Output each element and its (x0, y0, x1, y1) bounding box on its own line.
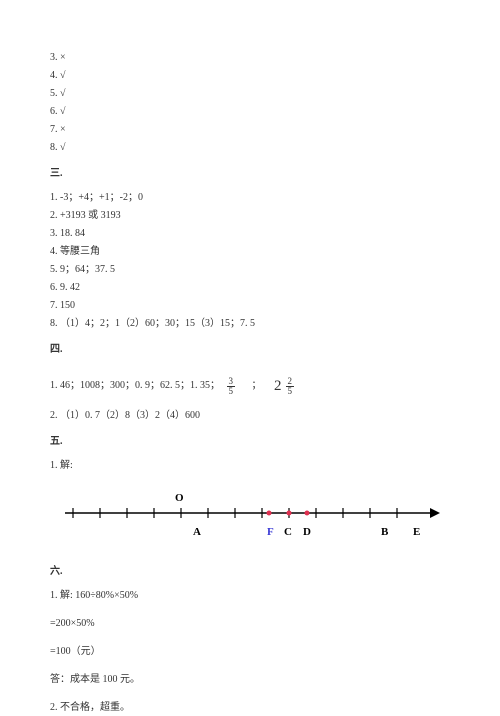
separator: ； (242, 378, 272, 394)
svg-text:E: E (413, 526, 420, 538)
answer-item: 4. 等腰三角 (50, 244, 450, 260)
answer-item: =100（元） (50, 644, 450, 660)
section-4-header: 四. (50, 342, 450, 358)
section-5-header: 五. (50, 434, 450, 450)
section-4-line2: 2. （1）0. 7（2）8（3）2（4）600 (50, 408, 450, 424)
answer-item: 8. √ (50, 140, 450, 156)
line-prefix: 1. 46；1008；300；0. 9；62. 5；1. 35； (50, 378, 220, 394)
svg-text:D: D (303, 526, 311, 538)
section-3-list: 1. -3；+4；+1；-2；0 2. +3193 或 3193 3. 18. … (50, 190, 450, 332)
section-4-line1: 1. 46；1008；300；0. 9；62. 5；1. 35； 3 5 ； 2… (50, 374, 450, 398)
answer-item: 8. （1）4；2；1（2）60；30；15（3）15；7. 5 (50, 316, 450, 332)
svg-text:B: B (381, 526, 389, 538)
svg-text:F: F (267, 526, 274, 538)
svg-text:A: A (193, 526, 201, 538)
answer-item: 4. √ (50, 68, 450, 84)
number-line-svg: O A FCD B E (60, 489, 440, 549)
answer-item: 7. × (50, 122, 450, 138)
answer-item: 3. × (50, 50, 450, 66)
mixed-whole: 2 (274, 374, 282, 398)
answer-item: 6. √ (50, 104, 450, 120)
answer-item: 6. 9. 42 (50, 280, 450, 296)
answer-item: 2. +3193 或 3193 (50, 208, 450, 224)
answer-item: =200×50% (50, 616, 450, 632)
answer-item: 1. 解: 160÷80%×50% (50, 588, 450, 604)
svg-text:O: O (175, 492, 184, 504)
section-6-header: 六. (50, 564, 450, 580)
answer-item: 1. -3；+4；+1；-2；0 (50, 190, 450, 206)
answer-item: 7. 150 (50, 298, 450, 314)
section-2-list: 3. × 4. √ 5. √ 6. √ 7. × 8. √ (50, 50, 450, 156)
answer-item: 3. 18. 84 (50, 226, 450, 242)
answer-item: 5. 9；64；37. 5 (50, 262, 450, 278)
fraction-2: 2 5 (286, 377, 295, 396)
fraction-1: 3 5 (227, 377, 236, 396)
section-3-header: 三. (50, 166, 450, 182)
section-5-item1: 1. 解: (50, 458, 450, 474)
number-line-diagram: O A FCD B E (60, 489, 440, 549)
svg-text:C: C (284, 526, 292, 538)
answer-item: 5. √ (50, 86, 450, 102)
answer-item: 答：成本是 100 元。 (50, 672, 450, 688)
answer-item: 2. 不合格，超重。 (50, 700, 450, 716)
section-6-list: 1. 解: 160÷80%×50% =200×50% =100（元） 答：成本是… (50, 588, 450, 716)
